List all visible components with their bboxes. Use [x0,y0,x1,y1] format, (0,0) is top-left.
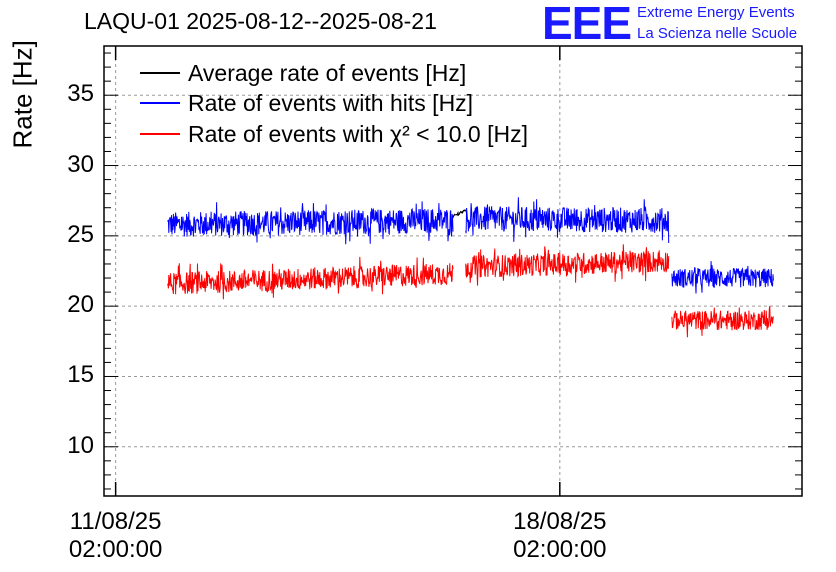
y-tick-label: 25 [67,220,94,248]
legend-swatch-average [140,72,180,74]
x-tick-label: 11/08/25 02:00:00 [56,508,176,564]
y-tick-label: 10 [67,431,94,459]
legend-label-chi2: Rate of events with χ² < 10.0 [Hz] [188,120,528,147]
series-line-0-1 [465,197,670,244]
series-line-0-2 [671,261,774,294]
y-tick-label: 35 [67,80,94,108]
legend-item-chi2: Rate of events with χ² < 10.0 [Hz] [140,119,528,149]
plot-frame [103,45,803,497]
logo-line-2: La Scienza nelle Scuole [637,25,798,42]
x-tick-label-time: 02:00:00 [68,536,163,563]
x-tick-label-date: 11/08/25 [69,508,162,535]
legend-label-average: Average rate of events [Hz] [188,59,467,86]
y-tick-label: 15 [67,361,94,389]
legend-swatch-chi2 [140,133,180,135]
series-line-1-0 [167,256,454,300]
series-line-1-1 [465,244,670,286]
legend-item-hits: Rate of events with hits [Hz] [140,88,473,118]
legend-swatch-hits [140,102,180,104]
y-tick-label: 20 [67,291,94,319]
chart-title: LAQU-01 2025-08-12--2025-08-21 [84,8,437,34]
legend-item-average: Average rate of events [Hz] [140,58,466,88]
eee-logo-text: EEE [542,0,632,49]
y-tick-label: 30 [67,150,94,178]
series-line-0-0 [167,201,454,245]
x-tick-label: 18/08/25 02:00:00 [500,508,620,564]
series-line-2-0 [452,209,467,219]
y-axis-label: Rate [Hz] [7,40,38,149]
series-line-1-2 [671,305,774,338]
x-tick-label-date: 18/08/25 [513,508,607,535]
legend-label-hits: Rate of events with hits [Hz] [188,89,474,116]
x-tick-label-time: 02:00:00 [513,536,607,563]
logo-line-1: Extreme Energy Events [637,4,795,21]
